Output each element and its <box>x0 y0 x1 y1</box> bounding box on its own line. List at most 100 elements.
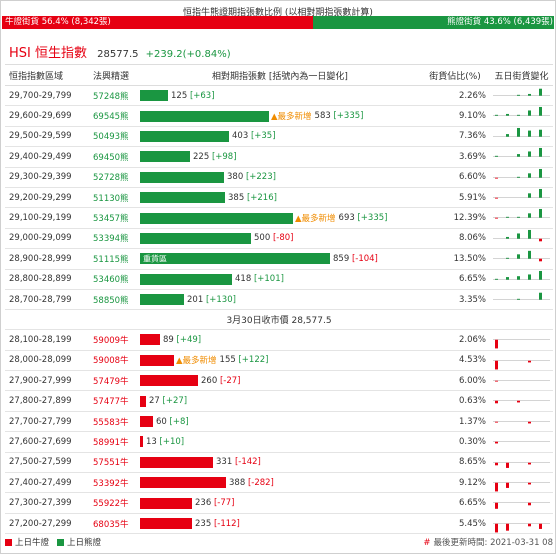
row-bar-cell: 235 [-112] <box>140 514 420 533</box>
table-row: 27,600-27,699 58991牛 13 [+10] 0.30% <box>5 432 553 453</box>
spark-bar <box>517 233 520 239</box>
quantity-value: 388 <box>229 477 248 488</box>
row-range: 28,000-28,099 <box>9 355 72 366</box>
row-warrant-code[interactable]: 57477牛 <box>93 397 129 408</box>
row-bar-cell: 236 [-77] <box>140 493 420 512</box>
quantity-bar <box>140 232 251 244</box>
spark-bar <box>528 273 531 280</box>
row-warrant-code[interactable]: 53394熊 <box>93 234 129 245</box>
quantity-label: 260 [-27] <box>201 376 240 386</box>
last-updated-text: 最後更新時間: 2021-03-31 08 <box>433 538 553 548</box>
quantity-value: 236 <box>195 498 214 509</box>
closing-price-divider: 3月30日收市價 28,577.5 <box>5 310 553 331</box>
most-added-tag: ▲最多新增 <box>176 356 217 367</box>
spark-bar <box>495 523 498 533</box>
quantity-delta: [-282] <box>247 477 274 488</box>
table-row: 27,200-27,299 68035牛 235 [-112] 5.45% <box>5 514 553 535</box>
five-day-sparkline <box>490 86 553 105</box>
bear-swatch-icon <box>57 538 65 546</box>
quantity-delta: [+49] <box>176 334 202 345</box>
quantity-delta: [+130] <box>205 294 236 305</box>
row-range: 29,400-29,499 <box>9 151 72 162</box>
quantity-label: 403 [+35] <box>232 131 276 141</box>
quantity-value: 583 <box>314 111 334 122</box>
quantity-value: 380 <box>227 172 246 183</box>
quantity-delta: [+98] <box>211 151 237 162</box>
table-row: 28,700-28,799 58850熊 201 [+130] 3.35% <box>5 290 553 311</box>
quantity-label: 693 [+335] <box>339 213 388 223</box>
bull-swatch-icon <box>5 538 12 546</box>
row-warrant-code[interactable]: 69450熊 <box>93 152 129 163</box>
row-bar-cell: 388 [-282] <box>140 473 420 492</box>
row-warrant-code[interactable]: 55922牛 <box>93 499 129 510</box>
spark-bar <box>528 523 531 527</box>
spark-bar <box>495 177 498 179</box>
row-ratio: 0.30% <box>458 436 486 447</box>
quantity-bar <box>140 334 160 346</box>
table-row: 28,900-28,999 51115熊 重貨區 859 [-104] 13.50% <box>5 249 553 270</box>
row-bar-cell: 60 [+8] <box>140 412 420 431</box>
header-bar: 相對期指張數 [括號內為一日變化] <box>212 71 348 82</box>
spark-bar <box>528 250 531 259</box>
row-warrant-code[interactable]: 53460熊 <box>93 275 129 286</box>
row-ratio: 6.60% <box>458 172 486 183</box>
heavy-zone-tag: 重貨區 <box>143 254 167 264</box>
row-warrant-code[interactable]: 57248熊 <box>93 91 129 102</box>
spark-bar <box>495 360 498 370</box>
index-price: 28577.5 <box>97 49 139 60</box>
five-day-sparkline <box>490 188 553 207</box>
quantity-delta: [-80] <box>272 233 294 244</box>
table-row: 28,100-28,199 59009牛 89 [+49] 2.06% <box>5 330 553 351</box>
table-row: 27,800-27,899 57477牛 27 [+27] 0.63% <box>5 391 553 412</box>
row-warrant-code[interactable]: 58991牛 <box>93 437 129 448</box>
quantity-bar <box>140 273 232 285</box>
most-added-tag: ▲最多新增 <box>271 112 312 123</box>
row-bar-cell: 403 [+35] <box>140 127 420 146</box>
row-warrant-code[interactable]: 53457熊 <box>93 214 129 225</box>
row-warrant-code[interactable]: 51130熊 <box>93 193 129 204</box>
bull-rows: 28,100-28,199 59009牛 89 [+49] 2.06% 28,000-2… <box>5 330 553 535</box>
spark-bar <box>517 275 520 280</box>
spark-bar <box>517 217 520 219</box>
quantity-label: 388 [-282] <box>229 478 274 488</box>
row-warrant-code[interactable]: 68035牛 <box>93 519 129 530</box>
spark-bar <box>506 462 509 468</box>
row-range: 27,600-27,699 <box>9 436 72 447</box>
spark-bar <box>517 94 520 96</box>
row-range: 27,400-27,499 <box>9 477 72 488</box>
spark-bar <box>495 197 498 199</box>
quantity-label: 201 [+130] <box>187 295 236 305</box>
five-day-sparkline <box>490 412 553 431</box>
row-warrant-code[interactable]: 69545熊 <box>93 112 129 123</box>
row-warrant-code[interactable]: 53392牛 <box>93 478 129 489</box>
bear-rows: 29,700-29,799 57248熊 125 [+63] 2.26% 29,600-… <box>5 86 553 311</box>
table-row: 28,000-28,099 59008牛 ▲最多新增 155 [+122] 4.53% <box>5 351 553 372</box>
row-warrant-code[interactable]: 52728熊 <box>93 173 129 184</box>
row-warrant-code[interactable]: 59008牛 <box>93 356 129 367</box>
five-day-sparkline <box>490 147 553 166</box>
row-warrant-code[interactable]: 51115熊 <box>93 254 129 265</box>
spark-bar <box>539 168 542 178</box>
row-range: 27,900-27,999 <box>9 375 72 386</box>
table-row: 29,000-29,099 53394熊 500 [-80] 8.06% <box>5 229 553 250</box>
quantity-value: 225 <box>193 151 212 162</box>
table-header: 恒指指數區域 法興精選 相對期指張數 [括號內為一日變化] 街貨佔比(%) 五日… <box>5 64 553 86</box>
row-range: 29,100-29,199 <box>9 213 72 224</box>
quantity-bar <box>140 497 192 509</box>
row-warrant-code[interactable]: 59009牛 <box>93 335 129 346</box>
quantity-value: 27 <box>149 396 163 407</box>
spark-bar <box>495 339 498 349</box>
quantity-bar <box>140 416 153 428</box>
row-warrant-code[interactable]: 55583牛 <box>93 417 129 428</box>
quantity-bar <box>140 192 225 204</box>
row-bar-cell: 225 [+98] <box>140 147 420 166</box>
row-warrant-code[interactable]: 50493熊 <box>93 132 129 143</box>
row-warrant-code[interactable]: 57551牛 <box>93 458 129 469</box>
spark-bar <box>517 176 520 178</box>
row-warrant-code[interactable]: 58850熊 <box>93 295 129 306</box>
quantity-delta: [+101] <box>253 274 284 285</box>
cbbc-table: 恒指指數區域 法興精選 相對期指張數 [括號內為一日變化] 街貨佔比(%) 五日… <box>5 64 553 535</box>
row-warrant-code[interactable]: 57479牛 <box>93 376 129 387</box>
row-ratio: 3.35% <box>458 294 486 305</box>
spark-bar <box>506 257 509 259</box>
